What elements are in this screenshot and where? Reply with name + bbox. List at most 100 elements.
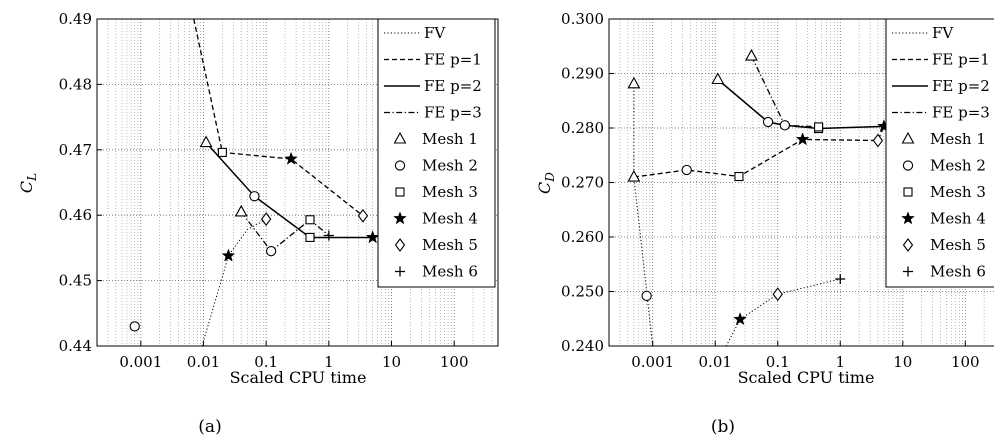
- y-axis-label-b-sub: D: [543, 172, 557, 183]
- data-point-diamond: [260, 212, 272, 227]
- legend-marker-circle: [902, 160, 914, 171]
- data-point-star: [221, 248, 236, 262]
- y-axis-label-b-main: C: [535, 182, 554, 194]
- y-axis-label-a-main: C: [17, 181, 36, 193]
- legend-marker-star: [901, 211, 915, 225]
- data-point-triangle: [234, 204, 248, 217]
- legend-marker-triangle: [901, 131, 915, 144]
- series-line-fe-p-3: [240, 211, 330, 253]
- ticks-b: 0.001 0.01 0.1 1 10 100 0.240 0.250 0.260 0.270 0.…: [561, 10, 980, 371]
- data-point-circle: [129, 321, 140, 332]
- data-point-circle: [641, 290, 652, 302]
- series-line-fv: [201, 218, 267, 346]
- x-tick-label: 1: [324, 353, 334, 371]
- legend-label: Mesh 2: [422, 157, 478, 175]
- data-point-triangle: [627, 169, 641, 182]
- y-tick-label: 0.44: [59, 337, 92, 355]
- data-point-square: [305, 215, 315, 225]
- series-a: [193, 19, 373, 346]
- data-point-plus: [323, 230, 334, 241]
- data-point-square: [734, 171, 744, 182]
- legend-label: FV: [932, 24, 954, 42]
- legend-label: Mesh 3: [930, 183, 986, 201]
- data-point-triangle: [199, 135, 213, 148]
- legend-label: FV: [424, 24, 446, 42]
- series-line-fv: [633, 83, 841, 346]
- data-point-diamond: [357, 208, 369, 223]
- x-tick-label: 1: [835, 353, 845, 371]
- y-tick-label: 0.300: [561, 10, 604, 28]
- x-tick-label: 10: [382, 353, 401, 371]
- data-point-diamond: [772, 287, 783, 302]
- legend-marker-square: [903, 187, 913, 197]
- data-point-circle: [681, 164, 692, 176]
- y-tick-label: 0.48: [59, 75, 92, 93]
- legend-label: Mesh 3: [422, 183, 478, 201]
- data-point-circle: [779, 120, 791, 131]
- data-point-star: [284, 151, 298, 165]
- legend-label: FE p=1: [424, 51, 482, 69]
- legend-b: FV FE p=1 FE p=2 FE p=3 Mesh 1 Mesh 2 Mesh 3 Me…: [885, 18, 994, 288]
- data-point-circle: [265, 246, 277, 257]
- series-b: [633, 55, 885, 346]
- data-point-triangle: [711, 72, 725, 85]
- legend-label: FE p=3: [424, 104, 482, 122]
- data-point-star: [365, 230, 380, 244]
- panel-label-b: (b): [711, 417, 735, 437]
- data-point-diamond: [872, 133, 884, 148]
- data-point-square: [217, 147, 227, 157]
- y-tick-label: 0.290: [561, 65, 604, 83]
- y-tick-label: 0.46: [59, 206, 92, 224]
- y-tick-label: 0.270: [561, 174, 604, 192]
- series-line-fe-p-2: [205, 142, 373, 239]
- series-line-fe-p-1: [193, 19, 364, 217]
- x-tick-label: 0.001: [631, 353, 674, 371]
- data-point-square: [814, 122, 824, 132]
- legend-marker-square: [395, 187, 405, 197]
- legend-marker-star: [393, 211, 407, 225]
- x-tick-label: 0.001: [119, 353, 162, 371]
- data-point-plus: [835, 273, 846, 284]
- x-tick-label: 0.1: [254, 353, 278, 371]
- data-point-square: [305, 232, 315, 242]
- legend-label: Mesh 2: [930, 157, 986, 175]
- x-tick-label: 100: [440, 353, 469, 371]
- x-tick-label: 100: [951, 353, 980, 371]
- y-axis-label-a: CL: [17, 173, 39, 193]
- y-tick-label: 0.45: [59, 272, 92, 290]
- data-point-circle: [249, 191, 260, 202]
- legend-label: Mesh 1: [422, 130, 478, 148]
- x-tick-label: 10: [893, 353, 912, 371]
- y-tick-label: 0.240: [561, 337, 604, 355]
- legend-label: Mesh 4: [930, 210, 986, 228]
- ticks-a: 0.001 0.01 0.1 1 10 100 0.44 0.45 0.46 0.47 0.48 0.…: [59, 10, 469, 371]
- y-tick-label: 0.280: [561, 119, 604, 137]
- x-axis-label-a: Scaled CPU time: [230, 368, 367, 387]
- legend-label: FE p=2: [424, 77, 482, 95]
- data-point-star: [795, 132, 810, 146]
- legend-label: Mesh 6: [930, 263, 986, 281]
- y-axis-label-a-sub: L: [25, 173, 39, 182]
- legend-label: Mesh 6: [422, 263, 478, 281]
- legend-box: [885, 18, 994, 288]
- data-point-triangle: [745, 48, 758, 61]
- panel-label-a: (a): [198, 417, 221, 437]
- plot-frame-a: [96, 18, 499, 347]
- x-tick-label: 0.01: [699, 353, 732, 371]
- legend-label: Mesh 5: [930, 236, 986, 254]
- legend-a: FV FE p=1 FE p=2 FE p=3 Mesh 1 Mesh 2 Mesh 3 Me…: [377, 18, 496, 288]
- legend-marker-diamond: [394, 238, 406, 252]
- y-tick-label: 0.47: [59, 141, 92, 159]
- legend-marker-plus: [903, 266, 913, 277]
- x-tick-label: 0.1: [766, 353, 790, 371]
- y-tick-label: 0.49: [59, 10, 92, 28]
- legend-label: Mesh 1: [930, 130, 986, 148]
- y-tick-label: 0.260: [561, 228, 604, 246]
- data-point-triangle: [627, 76, 641, 89]
- y-tick-label: 0.250: [561, 283, 604, 301]
- legend-marker-diamond: [902, 238, 914, 252]
- panel-b: 0.001 0.01 0.1 1 10 100 0.240 0.250 0.260 0.270 0.…: [535, 10, 994, 437]
- markers-b: [627, 48, 891, 326]
- legend-label: Mesh 5: [422, 236, 478, 254]
